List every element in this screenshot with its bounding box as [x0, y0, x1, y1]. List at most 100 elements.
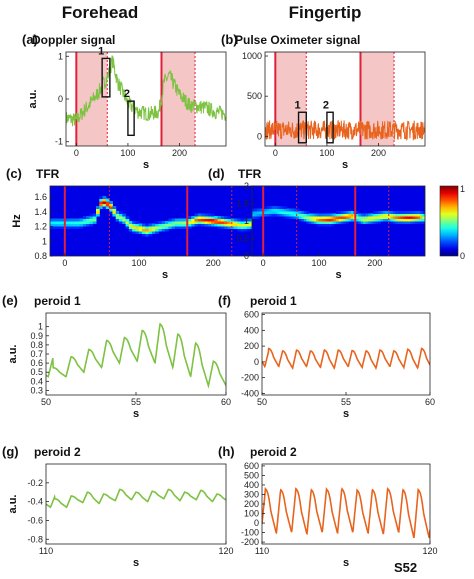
heatmap-cell [368, 218, 372, 222]
heatmap-cell [400, 216, 404, 219]
y-tick-label: 1 [38, 322, 43, 332]
heatmap-cell [350, 218, 354, 222]
heatmap-cell [397, 221, 401, 224]
heatmap-cell [92, 218, 97, 222]
heatmap-cell [243, 226, 248, 229]
heatmap-cell [281, 211, 285, 214]
heatmap-cell [420, 216, 424, 219]
heatmap-cell [358, 213, 362, 217]
heatmap-cell [271, 213, 275, 217]
x-axis-label: s [343, 557, 349, 569]
heatmap-cell [328, 216, 332, 219]
heatmap-cell [340, 221, 344, 224]
heatmap-cell [387, 216, 391, 219]
plot-area [66, 52, 226, 146]
heatmap-cell [397, 211, 401, 214]
heatmap-cell [321, 213, 325, 217]
heatmap-cell [420, 221, 424, 224]
heatmap-cell [230, 218, 235, 222]
panel-label: (h) [218, 444, 235, 459]
heatmap-cell [230, 223, 235, 227]
heatmap-cell [286, 216, 290, 219]
heatmap-cell [286, 211, 290, 214]
heatmap-cell [135, 226, 140, 229]
x-tick-label: 50 [257, 397, 267, 407]
heatmap-cell [174, 226, 179, 229]
heatmap-cell [145, 228, 150, 232]
y-tick-label: 0.3 [30, 385, 43, 395]
heatmap-cell [289, 213, 293, 217]
heatmap-cell [161, 223, 166, 227]
heatmap-cell [338, 216, 342, 219]
heatmap-cell [405, 213, 409, 217]
y-axis-label: a.u. [7, 345, 19, 364]
heatmap-cell [400, 211, 404, 214]
heatmap-cell [227, 226, 232, 229]
heatmap-cell [412, 218, 416, 222]
heatmap-cell [400, 218, 404, 222]
colorbar-tick-label: 1 [460, 184, 465, 194]
heatmap-cell [298, 211, 302, 214]
y-tick-label: -0.8 [27, 534, 43, 544]
plot-frame [264, 51, 426, 147]
y-tick-label: 500 [244, 470, 259, 480]
heatmap-cell [237, 223, 242, 227]
heatmap-cell [132, 221, 136, 224]
heatmap-cell [92, 216, 97, 219]
heatmap-cell [422, 213, 425, 217]
heatmap-cell [148, 231, 153, 234]
heatmap-cell [256, 216, 260, 219]
selection-box-label: 2 [323, 99, 329, 111]
heatmap-cell [227, 221, 232, 224]
heatmap-cell [259, 211, 263, 214]
heatmap-cell [204, 223, 209, 227]
y-tick-label: 400 [244, 325, 259, 335]
heatmap-cell [122, 213, 127, 217]
heatmap-cell [311, 221, 315, 224]
heatmap-cell [142, 223, 146, 227]
x-axis-label: s [343, 408, 349, 420]
heatmap-cell [53, 218, 58, 222]
heatmap-cell [168, 218, 173, 222]
heatmap-cell [323, 223, 327, 227]
heatmap-cell [363, 218, 367, 222]
heatmap-cell [237, 228, 242, 232]
heatmap-cell [313, 216, 317, 219]
heatmap-cell [269, 213, 273, 217]
heatmap-cell [296, 208, 300, 212]
heatmap-cell [214, 218, 219, 222]
heatmap-cell [188, 221, 192, 224]
heatmap-cell [417, 213, 421, 217]
heatmap-cell [155, 223, 159, 227]
panel-title: Pulse Oximeter signal [235, 33, 360, 47]
heatmap-cell [326, 213, 330, 217]
heatmap-cell [178, 223, 182, 227]
heatmap-cell [410, 221, 414, 224]
heatmap-cell [135, 221, 140, 224]
heatmap-cell [220, 221, 225, 224]
heatmap-cell [355, 211, 359, 214]
heatmap-cell [125, 221, 130, 224]
heatmap-cell [220, 226, 225, 229]
heatmap-cell [56, 226, 61, 229]
heatmap-cell [348, 216, 352, 219]
heatmap-cell [165, 226, 169, 229]
heatmap-cell [155, 221, 159, 224]
heatmap-cell [316, 216, 320, 219]
heatmap-cell [227, 218, 232, 222]
x-tick-label: 55 [131, 397, 141, 407]
heatmap-cell [194, 213, 199, 217]
y-tick-label: 600 [244, 310, 259, 320]
heatmap-cell [397, 213, 401, 217]
heatmap-cell [365, 221, 369, 224]
heatmap-cell [237, 226, 242, 229]
heatmap-cell [132, 226, 136, 229]
heatmap-cell [279, 211, 283, 214]
heatmap-cell [155, 231, 159, 234]
y-tick-label: 0 [58, 94, 63, 104]
heatmap-cell [234, 221, 238, 224]
heatmap-cell [145, 233, 150, 237]
heatmap-cell [313, 218, 317, 222]
heatmap-cell [191, 218, 196, 222]
heatmap-cell [204, 221, 209, 224]
